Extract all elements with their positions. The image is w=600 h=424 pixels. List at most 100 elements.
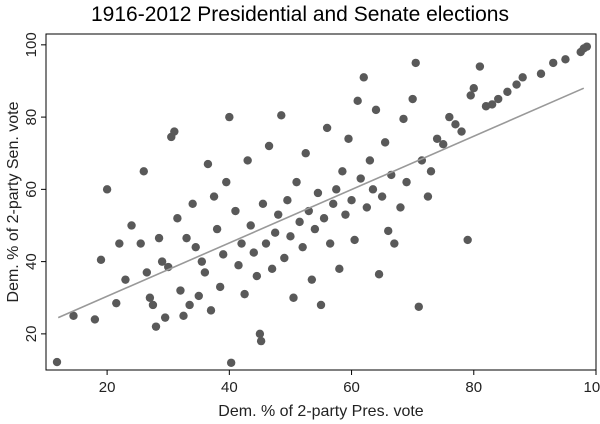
data-point [359,73,368,82]
y-tick-label: 20 [23,326,40,343]
data-point [362,203,372,212]
data-point [176,286,185,295]
data-point [561,55,570,64]
data-point [151,322,161,331]
data-point [356,174,365,183]
data-point [469,83,478,93]
data-point [371,105,381,115]
data-point [182,233,191,243]
data-point [322,123,332,133]
data-point [90,315,100,324]
data-point [157,257,167,266]
fit-line [57,87,585,319]
data-point [325,239,335,248]
data-point [439,139,448,149]
data-point [365,156,375,165]
data-point [69,311,78,321]
x-tick-label: 20 [99,379,116,396]
data-point [332,185,341,194]
data-point [209,192,219,201]
data-point [127,221,136,230]
data-point [136,239,145,248]
x-tick-label: 40 [221,379,238,396]
data-point [243,156,252,165]
data-point [457,127,466,136]
data-point [283,195,292,205]
data-point [384,226,393,236]
data-point [301,149,310,158]
data-point [258,199,268,209]
data-point [347,195,356,205]
data-point [329,199,338,209]
data-point [121,275,130,284]
x-tick-label: 60 [343,379,360,396]
data-point [298,242,307,252]
data-point [341,210,350,219]
data-point [414,302,423,311]
data-point [286,232,295,241]
data-point [246,221,255,230]
data-point [173,214,182,223]
data-point [212,224,222,234]
data-point [139,167,148,176]
y-tick-label: 100 [23,32,40,57]
data-point [225,112,234,122]
data-point [267,264,277,274]
data-point [179,311,188,321]
data-point [350,235,359,245]
data-point [194,291,203,301]
y-tick-label: 60 [23,181,40,198]
data-point [219,250,228,259]
data-point [411,58,420,68]
data-point [377,192,387,201]
data-point [289,293,298,302]
data-point [255,329,265,339]
fit-layer [57,87,585,319]
data-point [197,257,207,266]
data-point [203,159,213,169]
data-point [249,248,258,257]
y-tick-label: 40 [23,253,40,270]
data-point [319,214,329,223]
data-point [307,275,317,284]
plot-frame [45,33,597,371]
data-point [451,120,460,129]
data-point [237,239,246,248]
data-point [185,300,194,310]
data-point [335,264,344,274]
data-point [503,87,512,97]
data-point [487,100,497,109]
data-point [206,306,216,315]
data-point [368,185,378,194]
x-axis-label: Dem. % of 2-party Pres. vote [218,403,424,420]
data-point [344,134,353,143]
data-point [380,138,390,147]
data-point [160,313,170,322]
data-point [512,80,521,89]
data-point [295,217,304,227]
data-point [102,185,112,194]
x-tick-label: 100 [583,379,600,396]
data-point [252,271,262,281]
points-layer [52,42,592,367]
data-point [518,73,527,82]
data-point [316,300,326,310]
data-point [154,233,164,243]
data-point [240,289,249,299]
data-point [191,242,200,252]
data-point [280,253,289,263]
data-point [402,177,411,187]
data-point [96,255,106,265]
data-point [466,91,475,100]
data-point [432,134,442,143]
data-point [256,336,266,346]
data-point [112,298,121,308]
data-point [313,188,323,198]
data-point [277,111,286,120]
data-point [222,177,231,187]
data-point [231,206,240,216]
data-point [399,114,408,124]
data-point [396,203,405,212]
data-point [390,239,399,248]
data-point [310,224,320,234]
